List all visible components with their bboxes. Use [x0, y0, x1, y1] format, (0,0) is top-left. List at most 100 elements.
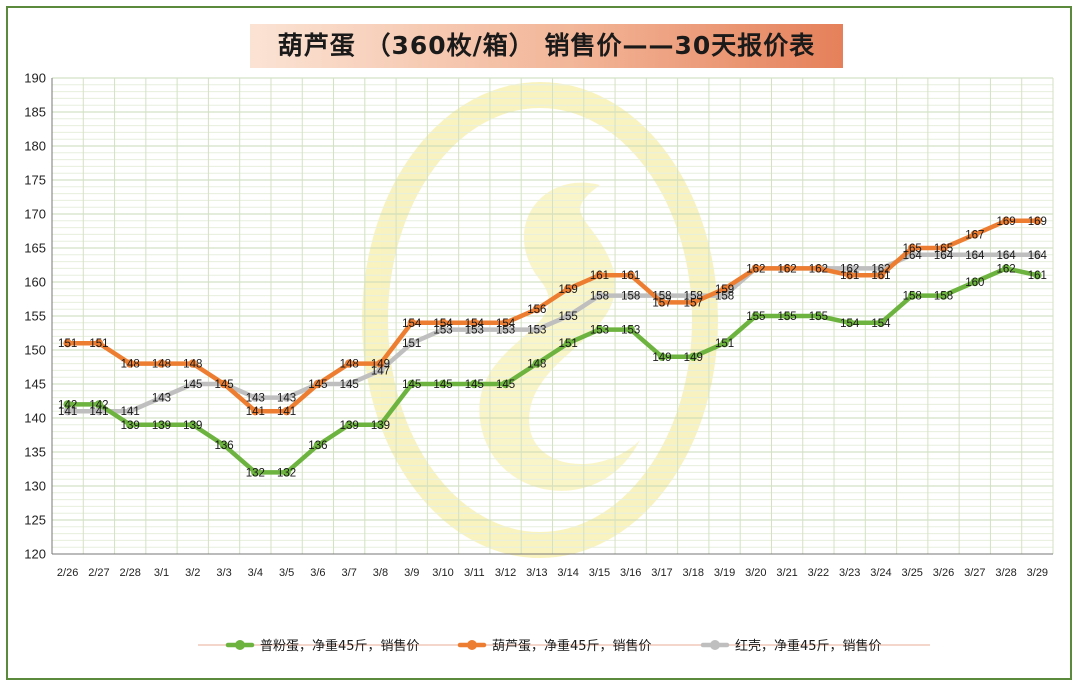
data-label: 169: [996, 216, 1015, 228]
data-label: 143: [277, 393, 296, 405]
x-tick-label: 3/27: [964, 567, 985, 579]
data-label: 142: [89, 399, 108, 411]
data-label: 143: [152, 393, 171, 405]
data-label: 148: [183, 359, 202, 371]
data-point: [751, 264, 761, 273]
x-tick-label: 3/18: [683, 567, 704, 579]
y-tick-label: 150: [24, 343, 46, 358]
legend-swatch-marker: [710, 640, 720, 650]
data-label: 158: [715, 291, 734, 303]
x-tick-label: 3/4: [248, 567, 263, 579]
data-point: [814, 264, 823, 273]
data-point: [407, 379, 416, 389]
data-label: 158: [903, 291, 922, 303]
data-label: 158: [934, 291, 953, 303]
data-label: 165: [934, 243, 953, 255]
data-label: 162: [871, 263, 890, 275]
x-tick-label: 3/5: [279, 567, 294, 579]
data-point: [845, 271, 854, 280]
data-point: [626, 325, 635, 334]
y-tick-label: 145: [24, 377, 46, 392]
data-point: [282, 407, 291, 416]
data-label: 162: [996, 263, 1015, 275]
data-label: 161: [840, 270, 859, 282]
data-point: [251, 468, 260, 477]
watermark-logo: [362, 82, 718, 558]
data-point: [157, 359, 166, 368]
data-point: [626, 291, 635, 300]
y-tick-label: 185: [24, 105, 46, 120]
data-point: [94, 339, 104, 348]
data-label: 141: [246, 406, 265, 418]
data-label: 169: [1028, 216, 1047, 228]
data-point: [501, 379, 510, 389]
data-point: [438, 318, 448, 327]
data-label: 139: [183, 420, 202, 432]
data-label: 154: [433, 318, 453, 330]
data-point: [251, 407, 260, 416]
data-point: [470, 379, 479, 389]
data-point: [94, 407, 104, 416]
x-tick-label: 3/6: [310, 567, 325, 579]
data-label: 162: [809, 263, 828, 275]
x-tick-label: 3/13: [526, 567, 547, 579]
data-label: 132: [246, 467, 265, 479]
data-label: 151: [58, 338, 77, 350]
data-label: 158: [684, 291, 703, 303]
data-label: 148: [340, 359, 359, 371]
data-point: [657, 298, 667, 307]
data-label: 149: [652, 352, 671, 364]
data-label: 136: [308, 440, 327, 452]
y-tick-label: 140: [24, 411, 46, 426]
data-label: 145: [214, 379, 233, 391]
data-label: 157: [684, 297, 703, 309]
x-tick-label: 3/19: [714, 567, 735, 579]
y-tick-label: 155: [24, 309, 46, 324]
data-point: [63, 400, 72, 409]
data-point: [626, 271, 635, 280]
data-point: [1033, 216, 1042, 225]
data-point: [908, 243, 917, 253]
data-label: 139: [371, 420, 390, 432]
data-label: 151: [559, 338, 578, 350]
data-point: [908, 291, 917, 300]
data-point: [344, 379, 354, 389]
data-point: [126, 420, 135, 429]
data-point: [63, 407, 72, 416]
x-tick-label: 2/28: [119, 567, 140, 579]
data-label: 157: [652, 297, 671, 309]
data-point: [126, 407, 135, 416]
x-tick-label: 3/2: [185, 567, 200, 579]
data-point: [94, 400, 104, 409]
data-label: 151: [715, 338, 734, 350]
data-label: 158: [621, 291, 640, 303]
data-label: 167: [965, 229, 984, 241]
data-label: 149: [371, 359, 390, 371]
data-point: [689, 352, 698, 361]
data-label: 139: [340, 420, 359, 432]
data-point: [532, 305, 542, 314]
series-line: [65, 266, 1040, 475]
data-label: 156: [527, 304, 546, 316]
data-point: [563, 284, 573, 293]
data-point: [657, 352, 667, 361]
y-tick-label: 165: [24, 241, 46, 256]
x-tick-label: 3/17: [651, 567, 672, 579]
data-point: [563, 311, 573, 321]
data-label: 153: [465, 325, 484, 337]
data-point: [251, 393, 260, 402]
x-tick-label: 3/12: [495, 567, 516, 579]
y-tick-label: 160: [24, 275, 46, 290]
data-label: 145: [340, 379, 359, 391]
x-tick-label: 3/7: [342, 567, 357, 579]
data-point: [876, 271, 886, 280]
data-label: 151: [402, 338, 421, 350]
chart-title: 葫芦蛋 （360枚/箱） 销售价——30天报价表: [277, 31, 816, 60]
data-point: [970, 230, 979, 239]
data-point: [219, 441, 229, 450]
x-tick-label: 3/29: [1027, 567, 1048, 579]
y-tick-label: 175: [24, 173, 46, 188]
data-label: 164: [965, 250, 985, 262]
data-label: 153: [496, 325, 515, 337]
y-tick-label: 190: [24, 71, 46, 86]
